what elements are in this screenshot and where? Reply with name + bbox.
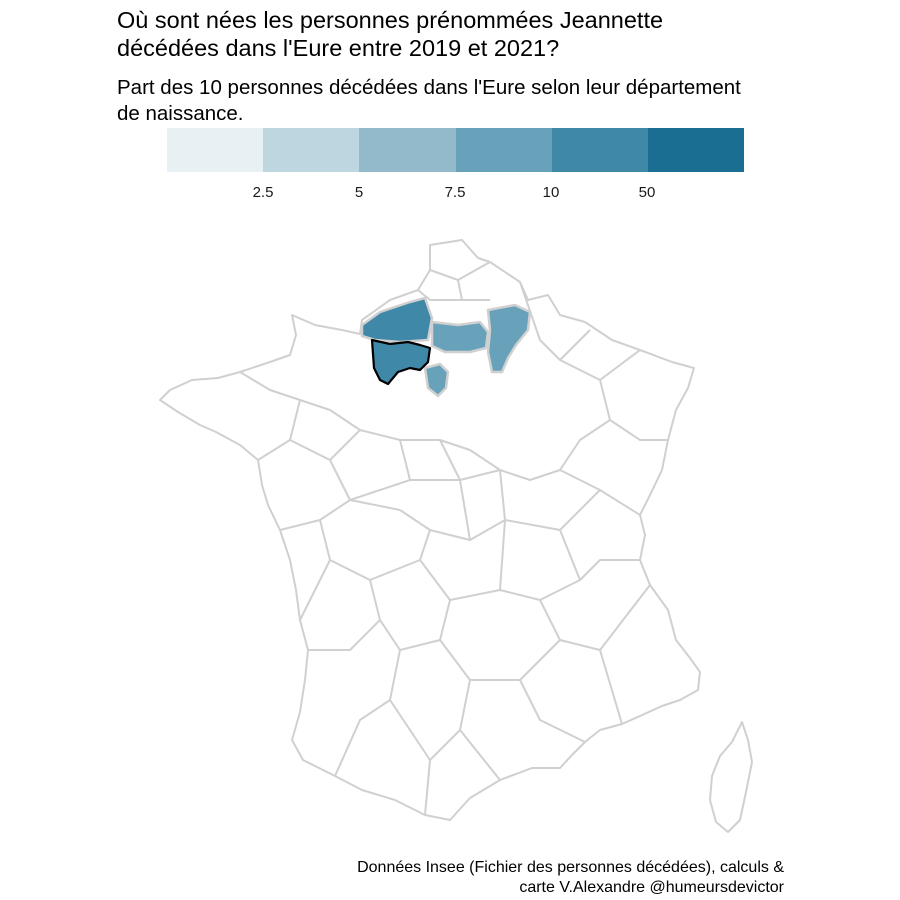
legend-swatch: [167, 128, 264, 172]
legend-ticks: 2.5 5 7.5 10 50: [167, 184, 744, 204]
legend-swatch: [455, 128, 552, 172]
region-essonne: [423, 362, 450, 398]
legend-swatch: [551, 128, 648, 172]
source-caption: Données Insee (Fichier des personnes déc…: [357, 859, 784, 896]
france-outline: [159, 239, 701, 821]
legend-tick: 10: [542, 184, 560, 201]
legend-swatch: [359, 128, 456, 172]
color-legend: [167, 128, 745, 172]
legend-tick: 2.5: [252, 184, 274, 201]
corsica-outline: [709, 721, 753, 833]
department-borders: [239, 261, 668, 816]
legend-swatch: [263, 128, 360, 172]
region-oise: [430, 320, 490, 354]
legend-tick: 5: [354, 184, 364, 201]
map-subtitle: Part des 10 personnes décédées dans l'Eu…: [117, 76, 741, 125]
region-aisne: [486, 303, 532, 374]
region-eure: [370, 338, 432, 386]
map-title: Où sont nées les personnes prénommées Je…: [117, 7, 664, 61]
legend-swatch: [647, 128, 745, 172]
region-seine-maritime: [360, 296, 434, 344]
legend-tick: 7.5: [444, 184, 466, 201]
legend-tick: 50: [638, 184, 656, 201]
